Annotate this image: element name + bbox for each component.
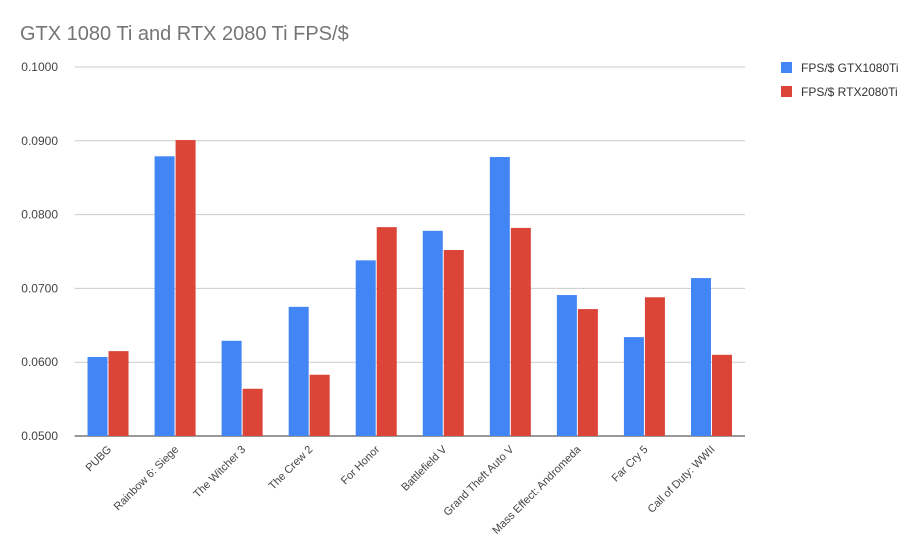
y-tick-label: 0.0600 <box>21 355 58 369</box>
bar-rtx2080ti <box>108 351 129 436</box>
bar-rtx2080ti <box>644 297 665 436</box>
bar-rtx2080ti <box>510 227 531 436</box>
y-tick-label: 0.0800 <box>21 208 58 222</box>
bar-gtx1080ti <box>556 295 577 436</box>
bar-gtx1080ti <box>355 260 376 436</box>
bar-rtx2080ti <box>376 227 397 436</box>
bar-rtx2080ti <box>443 250 464 436</box>
x-tick-label: Far Cry 5 <box>610 444 651 485</box>
bar-rtx2080ti <box>175 140 196 436</box>
bar-rtx2080ti <box>711 354 732 436</box>
x-tick-label: The Witcher 3 <box>191 444 248 501</box>
x-tick-label: Call of Duty: WWII <box>646 444 718 516</box>
bar-gtx1080ti <box>690 278 711 436</box>
y-tick-label: 0.1000 <box>21 60 58 74</box>
x-tick-label: Battlefield V <box>399 443 449 493</box>
bar-gtx1080ti <box>623 337 644 436</box>
bar-gtx1080ti <box>288 306 309 436</box>
bar-rtx2080ti <box>242 388 263 436</box>
y-tick-label: 0.0500 <box>21 429 58 443</box>
legend-label: FPS/$ RTX2080Ti <box>801 85 898 99</box>
bar-gtx1080ti <box>489 157 510 436</box>
bar-gtx1080ti <box>87 357 108 436</box>
bar-gtx1080ti <box>221 340 242 436</box>
y-tick-label: 0.0700 <box>21 281 58 295</box>
legend-label: FPS/$ GTX1080Ti <box>801 61 899 75</box>
chart-title: GTX 1080 Ti and RTX 2080 Ti FPS/$ <box>20 23 349 45</box>
x-tick-label: PUBG <box>84 444 115 475</box>
x-tick-label: For Honor <box>339 443 383 487</box>
bar-rtx2080ti <box>577 309 598 436</box>
bar-gtx1080ti <box>422 230 443 436</box>
x-tick-label: Rainbow 6: Siege <box>112 444 181 513</box>
bar-gtx1080ti <box>154 156 175 436</box>
x-tick-label: The Crew 2 <box>267 444 316 493</box>
x-tick-label: Grand Theft Auto V <box>442 443 517 518</box>
bar-rtx2080ti <box>309 374 330 436</box>
legend-swatch <box>781 62 792 73</box>
y-tick-label: 0.0900 <box>21 134 58 148</box>
legend-swatch <box>781 86 792 97</box>
